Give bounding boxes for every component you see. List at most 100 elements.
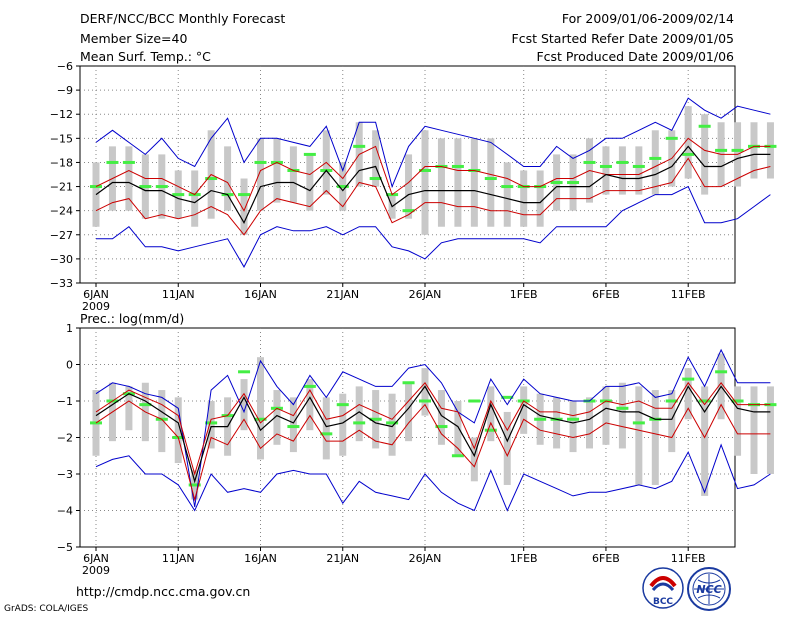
spread-box xyxy=(306,379,314,431)
spread-box xyxy=(437,138,445,227)
spread-box xyxy=(750,122,758,179)
ncc-logo-text: NCC xyxy=(696,583,721,596)
spread-box xyxy=(569,401,577,453)
spread-box xyxy=(257,138,264,211)
spread-box xyxy=(306,154,314,211)
climate-marker xyxy=(451,164,464,168)
spread-box xyxy=(470,138,478,227)
x-tick-label: 26JAN xyxy=(409,288,442,301)
climate-marker xyxy=(254,417,267,421)
climate-marker xyxy=(731,148,744,152)
y-tick-label: −12 xyxy=(50,108,73,121)
y-tick-label: −5 xyxy=(57,541,73,554)
x-tick-label: 21JAN xyxy=(326,552,359,565)
climate-marker xyxy=(303,152,316,156)
x-year-label: 2009 xyxy=(82,564,110,577)
spread-box xyxy=(586,397,593,449)
x-tick-label: 1FEB xyxy=(510,552,538,565)
spread-box xyxy=(273,138,281,203)
spread-box xyxy=(602,386,610,445)
spread-box xyxy=(224,146,232,211)
climate-marker xyxy=(665,136,678,140)
climate-marker xyxy=(501,185,514,189)
climate-marker xyxy=(731,399,744,403)
climate-marker xyxy=(715,370,728,374)
climate-marker xyxy=(303,384,316,388)
climate-marker xyxy=(435,425,448,429)
climate-marker xyxy=(698,399,711,403)
y-tick-label: −15 xyxy=(50,132,73,145)
spread-box xyxy=(766,122,774,179)
climate-marker xyxy=(172,193,185,197)
y-tick-label: −21 xyxy=(50,181,73,194)
spread-box xyxy=(158,390,166,453)
y-tick-label: 0 xyxy=(66,359,73,372)
forecast-produced: Fcst Produced Date 2009/01/06 xyxy=(536,49,734,64)
spread-box xyxy=(602,146,610,195)
spread-box xyxy=(388,393,396,456)
mean-series-line xyxy=(95,145,771,225)
spread-box xyxy=(125,386,133,431)
x-tick-label: 16JAN xyxy=(244,552,277,565)
climate-marker xyxy=(468,399,481,403)
y-tick-label: −24 xyxy=(50,205,73,218)
spread-box xyxy=(618,382,626,449)
climate-marker xyxy=(139,185,152,189)
spread-box xyxy=(355,386,363,442)
forecast-period: For 2009/01/06-2009/02/14 xyxy=(561,11,734,26)
climate-marker xyxy=(583,160,596,164)
climate-marker xyxy=(632,164,645,168)
x-tick-label: 11FEB xyxy=(671,288,706,301)
spread-box xyxy=(454,138,462,227)
climate-marker xyxy=(451,454,464,458)
x-tick-label: 6FEB xyxy=(592,552,620,565)
spread-box xyxy=(487,138,495,227)
climate-marker xyxy=(139,403,152,407)
climate-marker xyxy=(616,406,629,410)
spread-box xyxy=(684,368,692,420)
spread-box xyxy=(421,368,429,416)
y-tick-label: −33 xyxy=(50,277,73,290)
spread-box xyxy=(289,397,297,453)
spread-box xyxy=(635,146,643,195)
y-tick-label: −27 xyxy=(50,229,73,242)
spread-box xyxy=(536,170,544,227)
climate-marker xyxy=(698,124,711,128)
spread-box xyxy=(207,401,215,449)
climate-marker xyxy=(616,160,629,164)
spread-box xyxy=(750,386,758,474)
spread-box xyxy=(503,162,511,227)
spread-box xyxy=(520,170,528,227)
footer-url[interactable]: http://cmdp.ncc.cma.gov.cn xyxy=(76,584,251,599)
y-tick-label: −9 xyxy=(57,84,73,97)
min-series-line xyxy=(96,185,771,268)
spread-box xyxy=(684,106,692,179)
ncc-logo-icon: NCC xyxy=(687,567,731,611)
climate-marker xyxy=(106,160,119,164)
spread-box xyxy=(668,390,676,453)
temperature-panel: −6 −9 −12 −15 −18 −21 −24 −27 −30 −33 6JAN 11JAN 16J… xyxy=(50,60,777,313)
chart-title: DERF/NCC/BCC Monthly Forecast xyxy=(80,11,286,26)
spread-box xyxy=(487,386,495,442)
climate-marker xyxy=(369,417,382,421)
y-tick-label: −2 xyxy=(57,432,73,445)
climate-marker xyxy=(599,164,612,168)
climate-marker xyxy=(484,177,497,181)
spread-box xyxy=(421,130,429,235)
spread-box xyxy=(651,390,659,485)
mean-series-line xyxy=(95,385,771,484)
climate-marker xyxy=(320,432,333,436)
climate-marker xyxy=(534,417,547,421)
grads-credit: GrADS: COLA/IGES xyxy=(4,604,89,614)
spread-box xyxy=(651,130,659,195)
y-tick-label: −1 xyxy=(57,395,73,408)
spread-box xyxy=(618,146,626,195)
bcc-logo-icon: BCC xyxy=(642,567,684,609)
climate-marker xyxy=(386,421,399,425)
y-tick-label: 1 xyxy=(66,322,73,335)
spread-box xyxy=(257,357,264,460)
upper-series-line xyxy=(95,381,771,476)
climate-marker xyxy=(238,370,251,374)
climate-marker xyxy=(682,152,695,156)
